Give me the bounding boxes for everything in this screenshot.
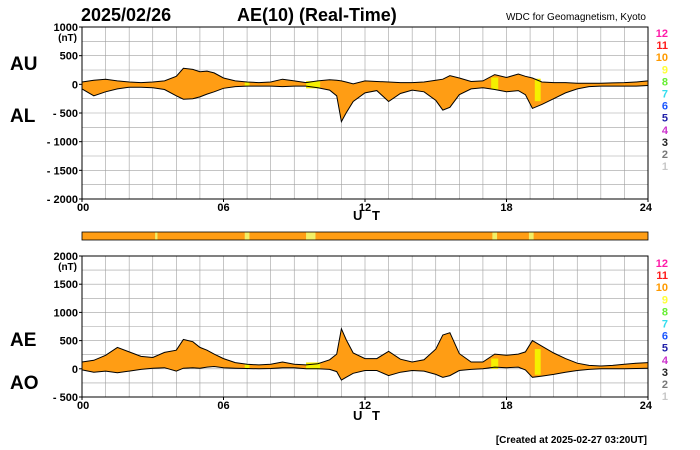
y-tick-label: 0 bbox=[72, 79, 78, 91]
ae-label: AE bbox=[10, 330, 36, 351]
legend-level-8: 8 bbox=[662, 76, 668, 88]
legend-level-10: 10 bbox=[656, 282, 668, 294]
level-highlight bbox=[244, 364, 250, 369]
legend-level-12: 12 bbox=[656, 28, 668, 40]
status-bar-highlight bbox=[155, 232, 158, 240]
y-tick-label: - 1500 bbox=[47, 165, 78, 177]
y-tick-label: 1000 bbox=[54, 307, 78, 319]
level-highlight bbox=[491, 77, 499, 90]
x-tick-label: 00 bbox=[77, 202, 89, 214]
level-highlight bbox=[306, 81, 321, 89]
level-highlight bbox=[244, 81, 250, 86]
series-upper-line bbox=[81, 327, 649, 367]
activity-status-bar bbox=[81, 231, 649, 241]
x-tick-label: 24 bbox=[640, 202, 653, 214]
x-tick-label: 12 bbox=[359, 400, 371, 412]
legend-level-7: 7 bbox=[662, 89, 668, 101]
level-highlight bbox=[306, 362, 321, 370]
legend-level-8: 8 bbox=[662, 306, 668, 318]
grid bbox=[82, 27, 648, 199]
x-tick-label: 06 bbox=[217, 400, 229, 412]
y-tick-label: 0 bbox=[72, 364, 78, 376]
legend-level-2: 2 bbox=[662, 379, 668, 391]
legend-level-6: 6 bbox=[662, 331, 668, 343]
top-xaxis-title: U T bbox=[353, 208, 383, 223]
legend-level-1: 1 bbox=[662, 391, 668, 403]
au-label: AU bbox=[10, 54, 37, 75]
x-tick-label: 06 bbox=[217, 202, 229, 214]
legend-level-5: 5 bbox=[662, 343, 668, 355]
x-tick-label: 24 bbox=[640, 400, 653, 412]
legend-level-6: 6 bbox=[662, 101, 668, 113]
y-tick-label: - 500 bbox=[53, 392, 78, 404]
y-tick-label: 1000 bbox=[54, 22, 78, 34]
legend-level-3: 3 bbox=[662, 137, 668, 149]
date-label: 2025/02/26 bbox=[81, 5, 171, 25]
series-lower-line bbox=[81, 85, 649, 124]
y-tick-label: 1500 bbox=[54, 279, 78, 291]
legend-level-9: 9 bbox=[662, 294, 668, 306]
legend-level-7: 7 bbox=[662, 319, 668, 331]
status-bar-highlight bbox=[528, 232, 534, 240]
legend-level-1: 1 bbox=[662, 161, 668, 173]
series-upper-line bbox=[81, 67, 649, 85]
y-tick-label: 500 bbox=[60, 51, 78, 63]
y-tick-label: 2000 bbox=[54, 251, 78, 263]
x-tick-label: 18 bbox=[500, 400, 512, 412]
status-bar-fill bbox=[81, 231, 649, 241]
legend-level-9: 9 bbox=[662, 64, 668, 76]
y-tick-label: - 500 bbox=[53, 108, 78, 120]
series-lower-line bbox=[81, 365, 649, 381]
legend-level-12: 12 bbox=[656, 258, 668, 270]
x-tick-label: 00 bbox=[77, 400, 89, 412]
level-highlight bbox=[491, 358, 499, 369]
top-unit-label: (nT) bbox=[58, 33, 77, 44]
activity-band bbox=[82, 68, 648, 122]
x-tick-label: 18 bbox=[500, 202, 512, 214]
y-tick-label: - 1000 bbox=[47, 137, 78, 149]
level-highlight bbox=[534, 78, 541, 102]
status-bar-highlight bbox=[244, 232, 250, 240]
created-timestamp: [Created at 2025-02-27 03:20UT] bbox=[496, 435, 647, 446]
bottom-xaxis-title: U T bbox=[353, 408, 383, 423]
ao-label: AO bbox=[10, 373, 39, 394]
source-label: WDC for Geomagnetism, Kyoto bbox=[506, 12, 646, 23]
status-bar-highlight bbox=[492, 232, 498, 240]
legend-level-11: 11 bbox=[656, 270, 668, 282]
al-label: AL bbox=[10, 106, 36, 127]
y-tick-label: 500 bbox=[60, 336, 78, 348]
bottom-unit-label: (nT) bbox=[58, 262, 77, 273]
legend-level-5: 5 bbox=[662, 113, 668, 125]
legend-level-2: 2 bbox=[662, 149, 668, 161]
y-tick-label: - 2000 bbox=[47, 194, 78, 206]
legend-level-4: 4 bbox=[662, 125, 669, 137]
x-tick-label: 12 bbox=[359, 202, 371, 214]
legend-level-3: 3 bbox=[662, 367, 668, 379]
legend-level-10: 10 bbox=[656, 52, 668, 64]
level-highlight bbox=[534, 349, 541, 375]
legend-level-11: 11 bbox=[656, 40, 668, 52]
status-bar-highlight bbox=[306, 232, 316, 240]
legend-level-4: 4 bbox=[662, 355, 669, 367]
chart-title: AE(10) (Real-Time) bbox=[237, 5, 397, 25]
